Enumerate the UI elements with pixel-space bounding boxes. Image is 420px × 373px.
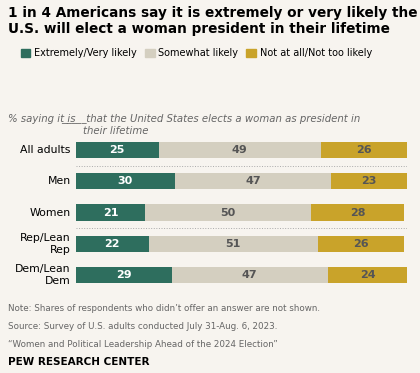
- Text: 30: 30: [118, 176, 133, 186]
- Text: _____: _____: [61, 114, 87, 124]
- Text: 26: 26: [357, 145, 372, 155]
- Text: 47: 47: [245, 176, 261, 186]
- Text: 24: 24: [360, 270, 375, 280]
- Text: 51: 51: [226, 239, 241, 249]
- Bar: [175, 173, 331, 189]
- Text: 23: 23: [362, 176, 377, 186]
- Text: Rep/Lean
Rep: Rep/Lean Rep: [20, 233, 71, 255]
- Bar: [76, 267, 172, 283]
- Bar: [149, 236, 318, 252]
- Text: 26: 26: [353, 239, 369, 249]
- Bar: [76, 173, 175, 189]
- Text: Men: Men: [47, 176, 71, 186]
- Legend: Extremely/Very likely, Somewhat likely, Not at all/Not too likely: Extremely/Very likely, Somewhat likely, …: [21, 48, 372, 58]
- Text: 28: 28: [350, 208, 365, 217]
- Text: 22: 22: [104, 239, 120, 249]
- Bar: [159, 142, 321, 158]
- Text: All adults: All adults: [20, 145, 71, 155]
- Text: PEW RESEARCH CENTER: PEW RESEARCH CENTER: [8, 357, 150, 367]
- Bar: [328, 267, 407, 283]
- Text: 25: 25: [109, 145, 125, 155]
- Bar: [76, 142, 159, 158]
- Bar: [331, 173, 407, 189]
- Text: Women: Women: [29, 208, 71, 217]
- Text: Note: Shares of respondents who didn’t offer an answer are not shown.: Note: Shares of respondents who didn’t o…: [8, 304, 320, 313]
- Text: 29: 29: [116, 270, 131, 280]
- Bar: [145, 204, 311, 221]
- Text: “Women and Political Leadership Ahead of the 2024 Election”: “Women and Political Leadership Ahead of…: [8, 340, 278, 349]
- Text: % saying it is: % saying it is: [8, 114, 79, 124]
- Text: 49: 49: [232, 145, 248, 155]
- Text: that the United States elects a woman as president in
their lifetime: that the United States elects a woman as…: [83, 114, 360, 136]
- Text: 50: 50: [220, 208, 236, 217]
- Bar: [76, 204, 145, 221]
- Text: 47: 47: [242, 270, 257, 280]
- Bar: [76, 236, 149, 252]
- Text: Dem/Lean
Dem: Dem/Lean Dem: [15, 264, 71, 286]
- Text: Source: Survey of U.S. adults conducted July 31-Aug. 6, 2023.: Source: Survey of U.S. adults conducted …: [8, 322, 278, 331]
- Bar: [321, 142, 407, 158]
- Bar: [318, 236, 404, 252]
- Text: 1 in 4 Americans say it is extremely or very likely the
U.S. will elect a woman : 1 in 4 Americans say it is extremely or …: [8, 6, 418, 36]
- Text: 21: 21: [102, 208, 118, 217]
- Bar: [311, 204, 404, 221]
- Bar: [172, 267, 328, 283]
